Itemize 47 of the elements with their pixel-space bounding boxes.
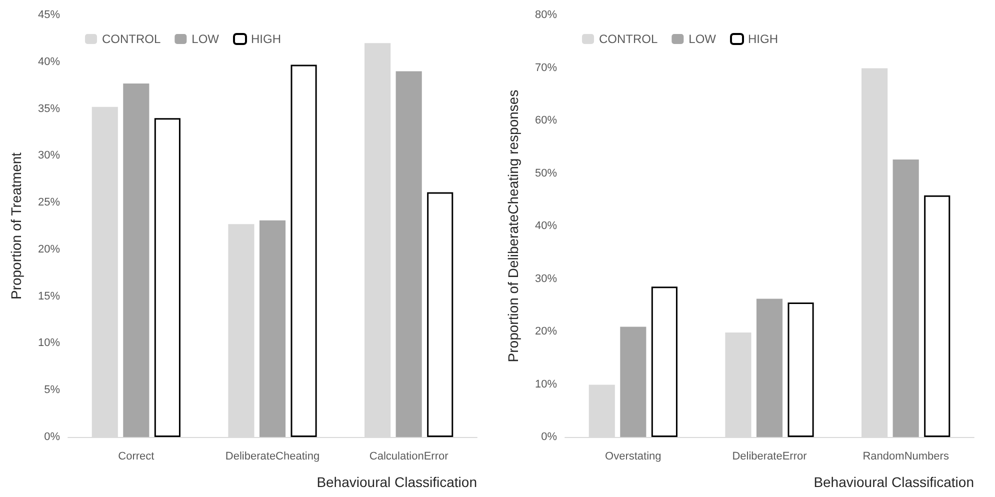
bar — [154, 118, 180, 437]
y-tick-label: 5% — [44, 384, 60, 396]
x-tick-label: DeliberateError — [732, 450, 808, 462]
bar — [620, 326, 646, 437]
legend-label: HIGH — [251, 32, 282, 46]
x-tick-label: RandomNumbers — [862, 450, 950, 462]
x-tick-label: CalculationError — [369, 450, 449, 462]
legend-label: HIGH — [748, 32, 778, 46]
bar — [396, 71, 422, 437]
bar — [651, 286, 678, 437]
y-tick-label: 35% — [38, 102, 60, 115]
y-tick-label: 60% — [534, 114, 558, 126]
y-tick-label: 45% — [38, 9, 60, 21]
y-tick-label: 10% — [38, 337, 60, 350]
bar — [892, 160, 919, 437]
y-tick-label: 20% — [534, 326, 558, 338]
legend-label: LOW — [688, 32, 717, 46]
x-tick-label: Overstating — [605, 450, 662, 462]
y-tick-label: 40% — [38, 56, 60, 68]
bar — [756, 298, 783, 437]
legend-label: LOW — [192, 32, 220, 46]
x-tick-label: DeliberateCheating — [225, 450, 320, 462]
y-tick-label: 20% — [38, 243, 60, 256]
y-axis-title: Proportion of Treatment — [8, 152, 24, 300]
bar — [427, 192, 454, 437]
y-tick-label: 15% — [38, 290, 60, 302]
y-tick-label: 25% — [38, 196, 60, 209]
y-tick-label: 0% — [44, 431, 60, 443]
y-tick-label: 70% — [534, 62, 558, 74]
y-tick-label: 40% — [534, 220, 558, 232]
y-tick-label: 10% — [534, 378, 558, 390]
bar — [290, 64, 317, 437]
y-tick-label: 30% — [534, 272, 558, 285]
x-axis-title: Behavioural Classification — [316, 474, 477, 490]
y-tick-label: 0% — [541, 431, 558, 443]
bar — [259, 220, 286, 437]
legend-label: CONTROL — [599, 32, 658, 46]
x-axis-title: Behavioural Classification — [814, 474, 974, 490]
y-axis-title: Proportion of DeliberateCheating responses — [505, 90, 521, 362]
x-tick-label: Correct — [118, 450, 154, 462]
bar — [788, 302, 814, 437]
bar — [123, 83, 150, 437]
y-tick-label: 80% — [534, 9, 558, 21]
bar — [924, 195, 950, 437]
y-tick-label: 50% — [534, 167, 558, 180]
legend-label: CONTROL — [102, 32, 161, 46]
y-tick-label: 30% — [38, 150, 60, 162]
